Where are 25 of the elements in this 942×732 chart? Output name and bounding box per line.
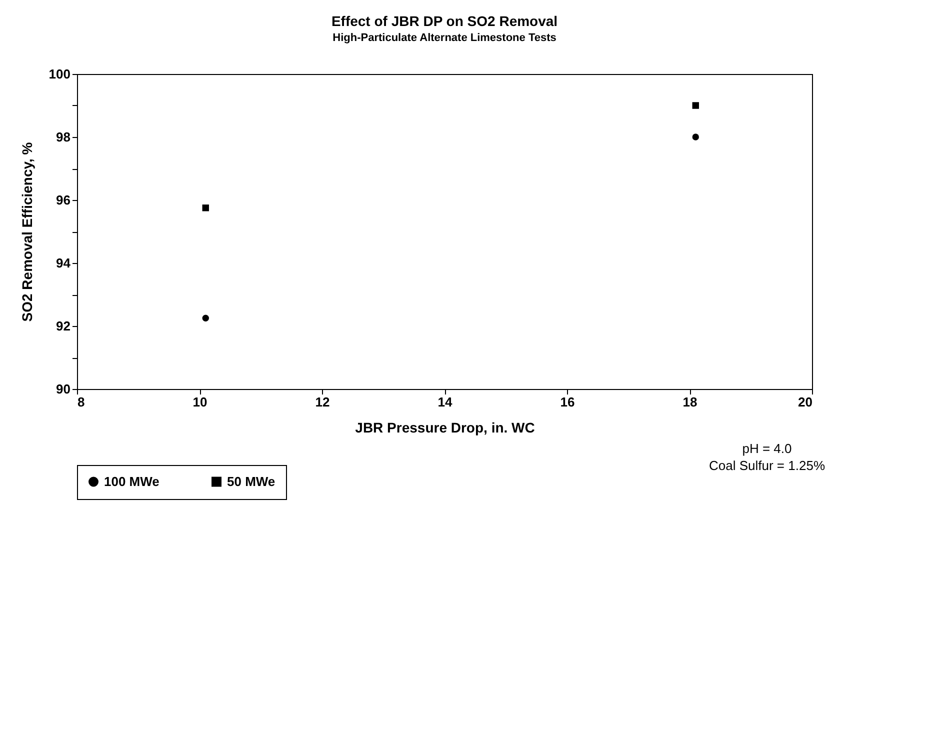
chart-subtitle: High-Particulate Alternate Limestone Tests — [332, 32, 556, 44]
chart-title: Effect of JBR DP on SO2 Removal — [331, 13, 558, 29]
text: Coal Sulfur = 1.25% — [709, 458, 826, 473]
y-tick-label: 100 — [48, 66, 70, 82]
point — [692, 134, 699, 140]
y-axis-title: SO2 Removal Efficiency, % — [18, 142, 35, 322]
x-axis-title: JBR Pressure Drop, in. WC — [355, 420, 535, 436]
x-tick-label: 14 — [438, 394, 453, 410]
x-tick-label: 12 — [315, 394, 330, 410]
y-tick-label: 90 — [56, 382, 70, 396]
legend-label: 50 MWe — [227, 474, 276, 489]
x-tick-label: 8 — [78, 394, 85, 410]
text: pH = 4.0 — [742, 441, 792, 456]
legend-label: 100 MWe — [104, 474, 160, 489]
x-tick-label: 10 — [192, 394, 208, 410]
y-tick-label: 98 — [56, 130, 70, 144]
point — [692, 102, 699, 109]
x-tick-label: 20 — [798, 394, 812, 410]
y-tick-label: 92 — [56, 318, 70, 334]
x-tick-label: 18 — [682, 394, 698, 410]
y-tick-label: 94 — [56, 256, 72, 270]
y-tick-label: 96 — [56, 192, 70, 208]
point — [202, 314, 209, 322]
x-tick-label: 16 — [560, 394, 575, 410]
point — [202, 204, 209, 212]
